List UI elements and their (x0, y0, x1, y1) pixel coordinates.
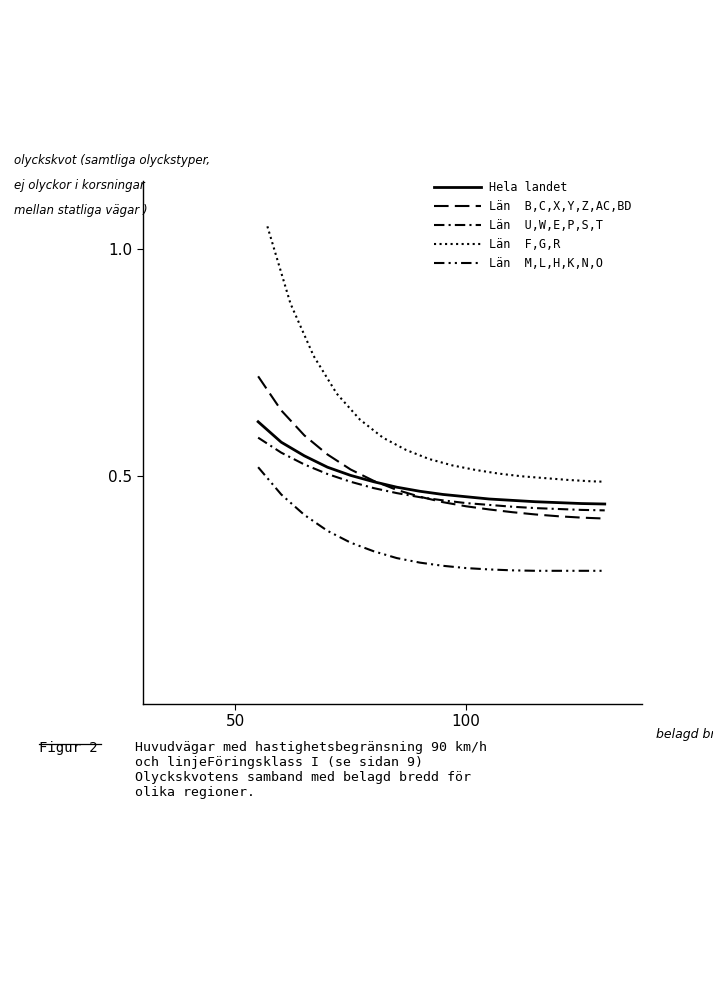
Text: Huvudvägar med hastighetsbegränsning 90 km/h
och linjeFöringsklass I (se sidan 9: Huvudvägar med hastighetsbegränsning 90 … (135, 741, 488, 799)
Text: belagd bredd (dm): belagd bredd (dm) (655, 729, 713, 742)
Text: Figur 2: Figur 2 (39, 741, 98, 755)
Legend: Hela landet, Län  B,C,X,Y,Z,AC,BD, Län  U,W,E,P,S,T, Län  F,G,R, Län  M,L,H,K,N,: Hela landet, Län B,C,X,Y,Z,AC,BD, Län U,… (429, 176, 636, 274)
Text: olyckskvot (samtliga olyckstyper,: olyckskvot (samtliga olyckstyper, (14, 154, 210, 167)
Text: ej olyckor i korsningar: ej olyckor i korsningar (14, 179, 145, 192)
Text: mellan statliga vägar ): mellan statliga vägar ) (14, 204, 148, 217)
